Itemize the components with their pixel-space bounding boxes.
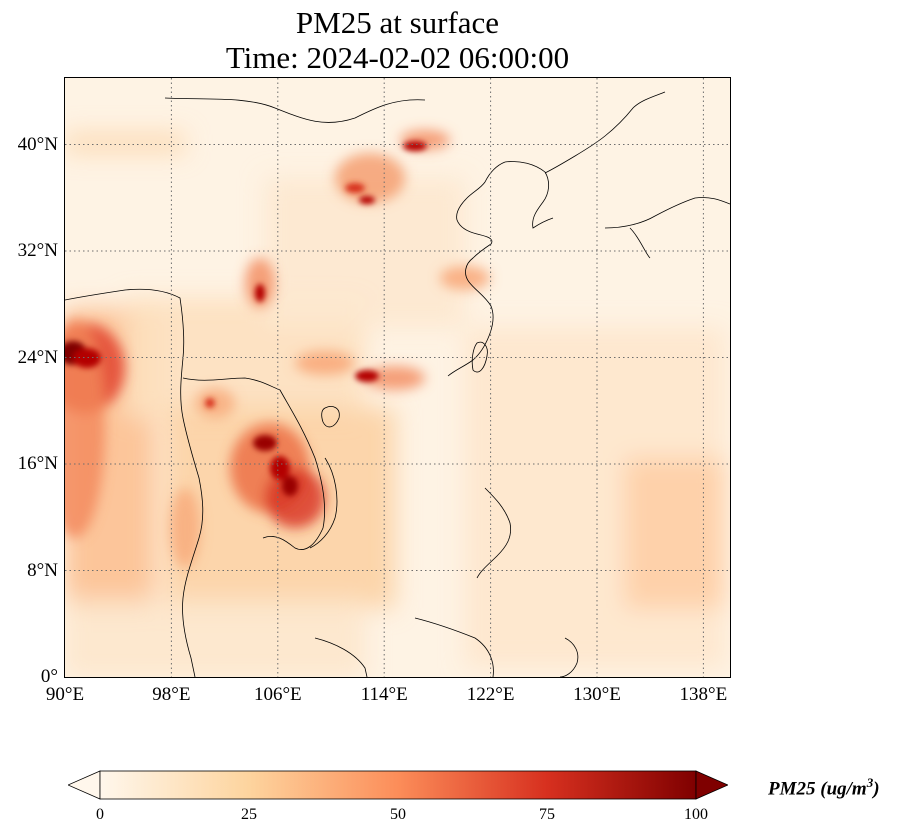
lon-tick-label: 106°E: [253, 684, 302, 705]
colorbar-label: PM25 (ug/m3): [768, 775, 880, 800]
colorbar-tick-label: 75: [539, 806, 555, 823]
lat-tick-label: 24°N: [17, 346, 58, 368]
lat-tick-label: 40°N: [17, 133, 58, 155]
lon-tick-label: 138°E: [679, 684, 728, 705]
map-time-subtitle: Time: 2024-02-02 06:00:00: [225, 40, 570, 75]
lon-tick-label: 130°E: [573, 684, 621, 705]
colorbar-tick-label: 100: [684, 806, 708, 823]
map-title: PM25 at surface: [295, 5, 500, 40]
lat-tick-label: 16°N: [17, 453, 58, 475]
lon-tick-label: 90°E: [45, 684, 85, 705]
colorbar-max-extend: [695, 770, 728, 800]
coastlines: [65, 91, 730, 677]
colorbar-label-close: ): [873, 778, 880, 800]
lat-tick-label: 8°N: [27, 559, 58, 581]
colorbar-gradient: [99, 770, 697, 800]
lon-tick-label: 114°E: [360, 684, 408, 705]
lat-tick-label: 0°: [40, 666, 58, 687]
concentration-field: [65, 130, 725, 677]
colorbar-label-exponent: 3: [866, 775, 874, 790]
graticule: [65, 78, 730, 677]
pm25-field-map: [65, 78, 730, 677]
lat-tick-label: 32°N: [17, 240, 58, 262]
colorbar-tick-label: 0: [96, 806, 104, 823]
lon-tick-label: 98°E: [152, 684, 191, 705]
colorbar-label-text: PM25 (ug/m: [768, 778, 867, 800]
colorbar-tick-label: 25: [241, 806, 257, 823]
lon-tick-label: 122°E: [466, 684, 515, 705]
map-panel: [64, 77, 731, 678]
colorbar: [68, 770, 728, 800]
colorbar-tick-label: 50: [390, 806, 406, 823]
colorbar-min-extend: [68, 770, 101, 800]
